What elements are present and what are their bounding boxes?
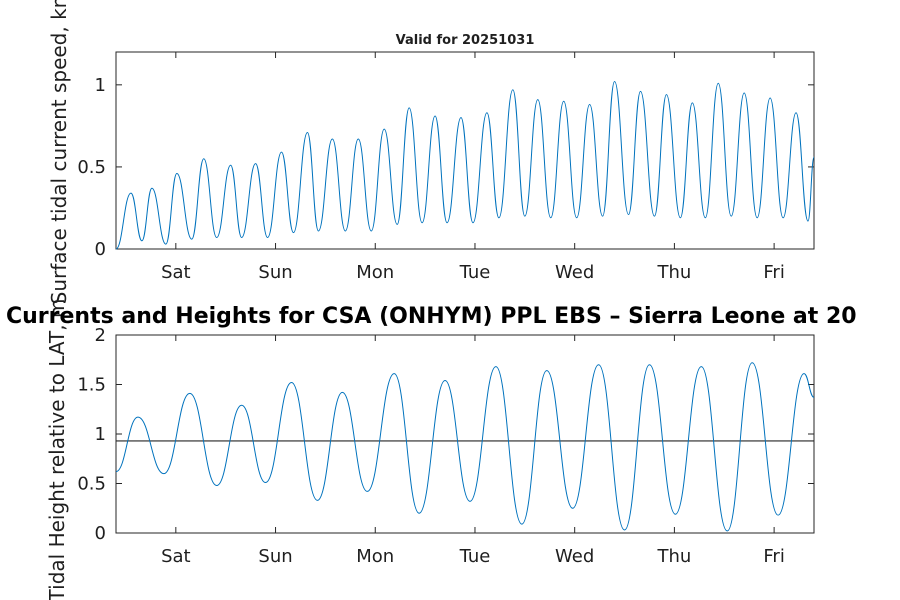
current-speed-plot: 0 0.5 1 Sat Sun Mon Tue Wed Thu Fri Surface tidal… <box>47 0 815 304</box>
tidal-height-xtick-label: Sat <box>161 546 191 567</box>
tidal-height-plot: 0 0.5 1 1.5 2 Sat Sun Mon Tue Wed Thu Fri Tidal Hei… <box>45 299 815 600</box>
current-speed-ytick-label: 0.5 <box>77 157 106 178</box>
current-speed-xtick-label: Sun <box>258 262 292 283</box>
tidal-height-ytick-label: 0 <box>95 523 106 544</box>
current-speed-ylabel: Surface tidal current speed, kn <box>47 0 71 304</box>
current-speed-xtick-label: Mon <box>356 262 394 283</box>
tidal-height-axes-frame <box>115 334 815 534</box>
tidal-height-line <box>115 362 815 532</box>
tidal-height-xtick-label: Wed <box>555 546 594 567</box>
tidal-height-xtick-label: Thu <box>656 546 691 567</box>
current-speed-line <box>115 81 815 250</box>
tidal-height-ytick-label: 2 <box>95 325 106 346</box>
current-speed-ticks: 0 0.5 1 Sat Sun Mon Tue Wed Thu Fri <box>77 52 814 283</box>
tidal-height-ytick-label: 1.5 <box>77 375 106 396</box>
current-speed-xtick-label: Thu <box>656 262 691 283</box>
tidal-height-ytick-label: 1 <box>95 424 106 445</box>
current-speed-axes-frame <box>115 51 815 250</box>
tidal-height-xtick-label: Sun <box>258 546 292 567</box>
plot-subtitle: Valid for 20251031 <box>396 33 535 48</box>
current-speed-xtick-label: Fri <box>763 262 784 283</box>
current-speed-xtick-label: Tue <box>459 262 491 283</box>
tidal-height-ylabel: Tidal Height relative to LAT, m <box>45 299 69 600</box>
tidal-height-xtick-label: Mon <box>356 546 394 567</box>
current-speed-xtick-label: Wed <box>555 262 594 283</box>
tidal-height-xtick-label: Tue <box>459 546 491 567</box>
tidal-height-xtick-label: Fri <box>763 546 784 567</box>
current-speed-ytick-label: 0 <box>95 239 106 260</box>
current-speed-xtick-label: Sat <box>161 262 191 283</box>
tidal-height-ytick-label: 0.5 <box>77 474 106 495</box>
figure-main-title: Currents and Heights for CSA (ONHYM) PPL… <box>6 304 857 329</box>
current-speed-ytick-label: 1 <box>95 75 106 96</box>
tidal-height-ticks: 0 0.5 1 1.5 2 Sat Sun Mon Tue Wed Thu Fri <box>77 325 814 567</box>
